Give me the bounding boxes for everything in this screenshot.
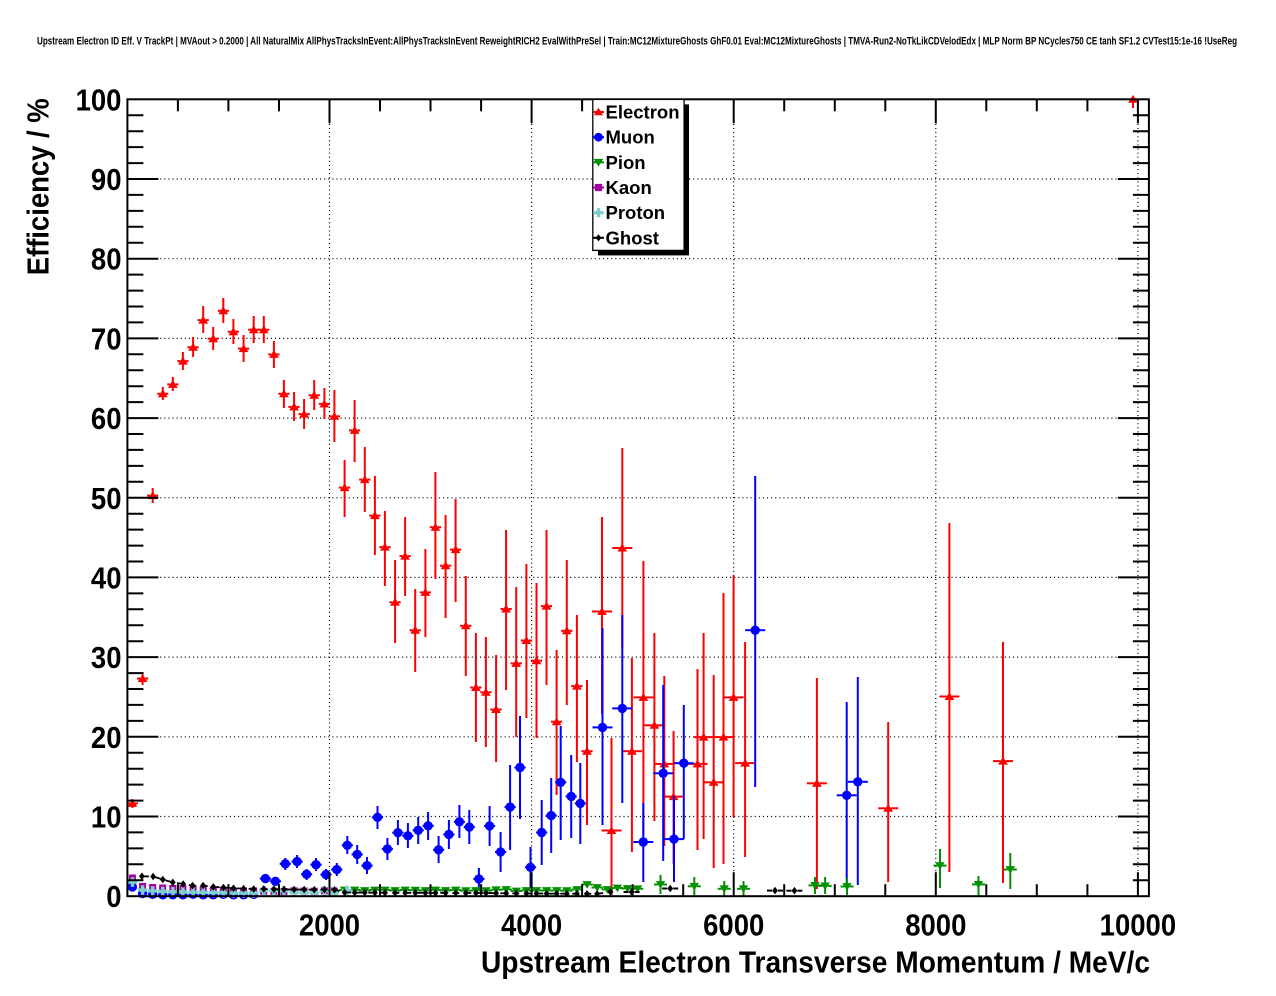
svg-text:Electron: Electron (606, 102, 680, 123)
svg-text:40: 40 (91, 560, 122, 595)
svg-text:10: 10 (91, 800, 122, 835)
svg-text:Muon: Muon (606, 127, 655, 148)
svg-text:0: 0 (106, 879, 121, 914)
svg-text:8000: 8000 (905, 908, 966, 943)
svg-text:60: 60 (91, 401, 122, 436)
svg-text:Proton: Proton (606, 202, 666, 223)
svg-text:30: 30 (91, 640, 122, 675)
svg-text:80: 80 (91, 242, 122, 277)
svg-text:Efficiency / %: Efficiency / % (20, 98, 55, 275)
svg-text:90: 90 (91, 162, 122, 197)
svg-text:10000: 10000 (1100, 908, 1177, 943)
svg-text:4000: 4000 (501, 908, 562, 943)
svg-text:Upstream Electron Transverse M: Upstream Electron Transverse Momentum / … (481, 945, 1150, 980)
svg-text:70: 70 (91, 321, 122, 356)
svg-text:Ghost: Ghost (606, 227, 659, 248)
svg-text:20: 20 (91, 720, 122, 755)
svg-text:Kaon: Kaon (606, 177, 652, 198)
svg-text:6000: 6000 (703, 908, 764, 943)
svg-text:Upstream Electron ID Eff. V Tr: Upstream Electron ID Eff. V TrackPt | MV… (37, 35, 1237, 47)
svg-text:100: 100 (76, 82, 122, 117)
svg-text:Pion: Pion (606, 152, 646, 173)
svg-text:50: 50 (91, 481, 122, 516)
svg-text:2000: 2000 (299, 908, 360, 943)
